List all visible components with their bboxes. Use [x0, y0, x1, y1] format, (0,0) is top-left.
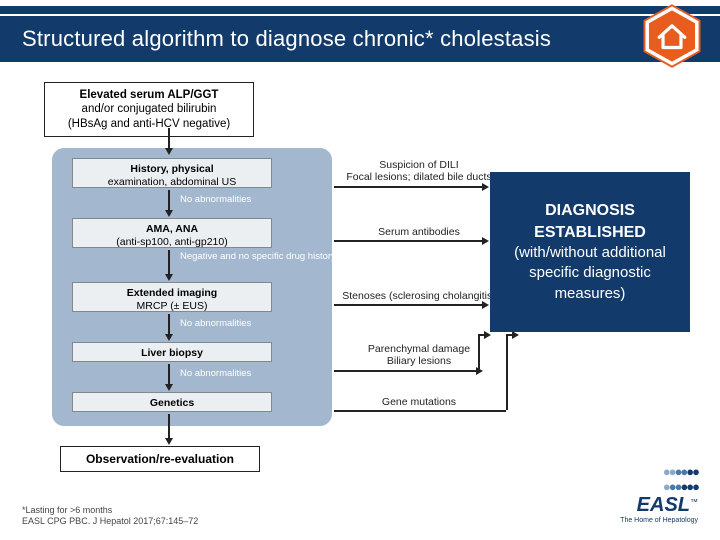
between-label-3: No abnormalities [180, 318, 340, 329]
start-line3: (HBsAg and anti-HCV negative) [51, 117, 247, 131]
logo-tagline: The Home of Hepatology [620, 517, 698, 524]
diagnosis-head: DIAGNOSIS ESTABLISHED [504, 200, 676, 243]
top-accent-bar [0, 6, 720, 14]
arrow-v5 [168, 414, 170, 440]
right-label-5: Gene mutations [340, 396, 498, 408]
start-line2: and/or conjugated bilirubin [51, 102, 247, 116]
footnote-1: *Lasting for >6 months [22, 505, 198, 517]
page-title: Structured algorithm to diagnose chronic… [22, 26, 551, 52]
between-label-4: No abnormalities [180, 368, 340, 379]
step-biopsy: Liver biopsy [72, 342, 272, 362]
diagnosis-box: DIAGNOSIS ESTABLISHED (with/without addi… [490, 172, 690, 332]
arrow-h5 [334, 410, 506, 412]
right-label-1: Suspicion of DILIFocal lesions; dilated … [340, 159, 498, 183]
logo-dots-icon: ●●●●●● ●●●●●● [620, 464, 698, 494]
arrow-h2 [334, 240, 484, 242]
between-label-2: Negative and no specific drug history [180, 252, 350, 262]
arrow-v1 [168, 190, 170, 212]
between-label-1: No abnormalities [180, 194, 340, 205]
right-label-3: Stenoses (sclerosing cholangitis) [340, 290, 498, 302]
step-genetics: Genetics [72, 392, 272, 412]
arrow-v2 [168, 250, 170, 276]
easl-logo: ●●●●●● ●●●●●● EASL™ The Home of Hepatolo… [620, 464, 698, 524]
observation-node: Observation/re-evaluation [60, 446, 260, 472]
logo-name: EASL [637, 494, 690, 516]
arrow-v3 [168, 314, 170, 336]
right-label-2: Serum antibodies [340, 226, 498, 238]
arrow-v0 [168, 128, 170, 148]
footnote-2: EASL CPG PBC. J Hepatol 2017;67:145–72 [22, 516, 198, 528]
right-label-4: Parenchymal damageBiliary lesions [340, 343, 498, 367]
home-hex-button[interactable] [640, 4, 704, 68]
start-node: Elevated serum ALP/GGT and/or conjugated… [44, 82, 254, 137]
footnote: *Lasting for >6 months EASL CPG PBC. J H… [22, 505, 198, 528]
arrow-h3 [334, 304, 484, 306]
step-history: History, physical examination, abdominal… [72, 158, 272, 188]
step-ama-ana: AMA, ANA (anti-sp100, anti-gp210) [72, 218, 272, 248]
arrow-h1 [334, 186, 484, 188]
diagnosis-sub: (with/without additional specific diagno… [504, 243, 676, 304]
step-imaging: Extended imaging MRCP (± EUS) [72, 282, 272, 312]
start-line1: Elevated serum ALP/GGT [51, 88, 247, 102]
title-bar: Structured algorithm to diagnose chronic… [0, 16, 720, 62]
arrow-h4 [334, 370, 478, 372]
arrow-v4 [168, 364, 170, 386]
